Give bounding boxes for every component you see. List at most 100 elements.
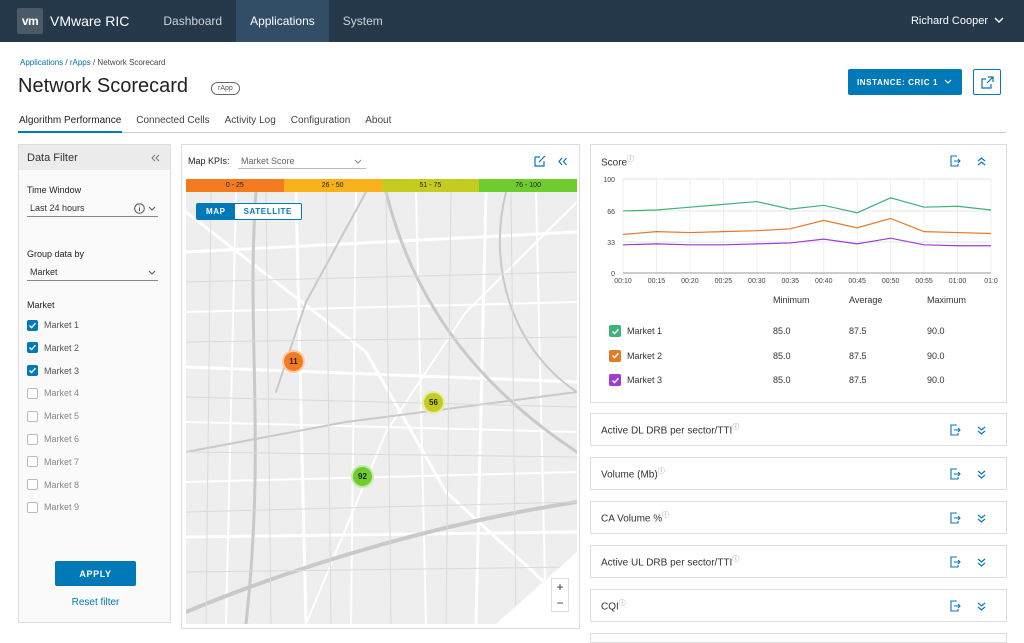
checkmark-icon xyxy=(611,377,619,384)
zoom-control: + − xyxy=(551,578,569,612)
score-actions xyxy=(948,154,988,168)
map-view-button[interactable]: MAP xyxy=(197,204,235,219)
series-checkbox[interactable] xyxy=(609,374,621,386)
apply-button[interactable]: APPLY xyxy=(55,561,136,586)
export-button[interactable] xyxy=(948,154,962,168)
open-external-button[interactable] xyxy=(973,69,1001,95)
checkbox-unchecked[interactable] xyxy=(27,410,38,422)
map-cluster-marker[interactable]: 56 xyxy=(422,391,445,414)
export-button[interactable] xyxy=(948,511,962,525)
x-tick-label: 00:55 xyxy=(915,278,933,285)
zoom-in-button[interactable]: + xyxy=(556,580,564,594)
tab-configuration[interactable]: Configuration xyxy=(290,115,351,126)
breadcrumb-separator: / xyxy=(92,58,98,67)
page-title: Network Scorecard xyxy=(18,75,189,97)
kpi-panel-header[interactable]: CA Volume %ⓘ xyxy=(590,501,1007,534)
max-value: 90.0 xyxy=(927,375,945,385)
market-checkbox-row[interactable]: Market 9 xyxy=(27,500,79,514)
expand-button[interactable] xyxy=(974,599,988,613)
market-checkbox-row[interactable]: Market 8 xyxy=(27,478,79,492)
edit-icon[interactable] xyxy=(534,155,546,167)
kpi-panel-header[interactable]: Active DL DRB per sector/TTIⓘ xyxy=(590,413,1007,446)
export-button[interactable] xyxy=(948,423,962,437)
tab-algorithm-performance[interactable]: Algorithm Performance xyxy=(18,113,123,133)
nav-dashboard[interactable]: Dashboard xyxy=(163,14,223,28)
nav-system[interactable]: System xyxy=(342,14,383,28)
score-title-text: Score xyxy=(601,157,628,169)
market-checkbox-row[interactable]: Market 7 xyxy=(27,455,79,469)
export-button[interactable] xyxy=(948,555,962,569)
kpi-actions xyxy=(948,599,988,613)
market-label: Market 4 xyxy=(44,388,80,399)
min-value: 85.0 xyxy=(773,326,791,336)
kpi-panel-header[interactable]: Volume (Mb)ⓘ xyxy=(590,457,1007,490)
chevron-down-icon xyxy=(354,159,362,164)
tab-about[interactable]: About xyxy=(365,115,392,126)
kpi-panel-header[interactable]: CQIⓘ xyxy=(590,589,1007,622)
checkbox-unchecked[interactable] xyxy=(27,387,38,399)
tab-connected-cells[interactable]: Connected Cells xyxy=(136,115,210,126)
breadcrumb-rapps[interactable]: rApps xyxy=(69,58,91,67)
group-by-select[interactable]: Market xyxy=(27,264,158,281)
market-checkbox-row[interactable]: Market 1 xyxy=(27,318,79,332)
nav-applications[interactable]: Applications xyxy=(236,0,329,42)
export-button[interactable] xyxy=(948,467,962,481)
kpi-panel-header[interactable]: Active UL DRB per sector/TTIⓘ xyxy=(590,545,1007,578)
expand-button[interactable] xyxy=(974,467,988,481)
checkbox-unchecked[interactable] xyxy=(27,479,38,491)
satellite-view-button[interactable]: SATELLITE xyxy=(243,207,292,216)
breadcrumb-applications[interactable]: Applications xyxy=(20,58,64,67)
kpi-title-text: CA Volume % xyxy=(601,513,663,525)
map-cluster-marker[interactable]: 11 xyxy=(282,350,305,373)
checkbox-checked[interactable] xyxy=(27,319,38,331)
chevron-down-icon xyxy=(944,79,952,84)
map-canvas[interactable]: MAP SATELLITE 11 56 92 + − xyxy=(186,192,577,624)
series-line xyxy=(622,197,992,214)
market-label: Market 5 xyxy=(44,411,80,422)
kpi-actions xyxy=(948,555,988,569)
market-checkbox-row[interactable]: Market 3 xyxy=(27,364,79,378)
kpi-title-text: CQI xyxy=(601,601,619,613)
expand-button[interactable] xyxy=(974,511,988,525)
map-kpi-label: Map KPIs: xyxy=(188,156,230,166)
collapse-button[interactable] xyxy=(974,154,988,168)
market-checkbox-row[interactable]: Market 2 xyxy=(27,341,79,355)
kpi-panel-header[interactable] xyxy=(590,633,1007,643)
checkbox-unchecked[interactable] xyxy=(27,456,38,468)
map-kpi-select[interactable]: Market Score xyxy=(238,153,366,169)
export-icon xyxy=(950,556,961,568)
expand-button[interactable] xyxy=(974,555,988,569)
max-value: 90.0 xyxy=(927,350,945,361)
kpi-title: CA Volume %ⓘ xyxy=(601,510,669,524)
time-window-value: Last 24 hours xyxy=(30,203,85,213)
market-checkbox-row[interactable]: Market 6 xyxy=(27,432,79,446)
export-icon xyxy=(950,512,961,524)
collapse-left-icon[interactable] xyxy=(557,156,568,167)
user-menu[interactable]: Richard Cooper xyxy=(911,0,1004,42)
info-icon: ⓘ xyxy=(657,468,665,476)
zoom-out-button[interactable]: − xyxy=(556,596,564,610)
y-tick-label: 100 xyxy=(603,177,615,184)
collapse-left-icon[interactable] xyxy=(150,153,160,163)
checkbox-checked[interactable] xyxy=(27,365,38,377)
info-icon: ⓘ xyxy=(662,512,670,520)
checkbox-unchecked[interactable] xyxy=(27,433,38,445)
series-checkbox[interactable] xyxy=(609,349,621,362)
data-filter-header: Data Filter xyxy=(19,145,170,170)
instance-dropdown-button[interactable]: INSTANCE: CRIC 1 xyxy=(848,69,962,95)
export-button[interactable] xyxy=(948,599,962,613)
expand-button[interactable] xyxy=(974,423,988,437)
series-checkbox[interactable] xyxy=(609,325,621,337)
time-window-select[interactable]: Last 24 hours xyxy=(27,200,158,217)
tab-activity-log[interactable]: Activity Log xyxy=(224,115,276,126)
chevron-double-down-icon xyxy=(977,558,985,567)
checkbox-unchecked[interactable] xyxy=(27,501,38,513)
reset-filter-link[interactable]: Reset filter xyxy=(71,597,120,608)
market-checkbox-row[interactable]: Market 5 xyxy=(27,409,79,423)
street-map xyxy=(186,192,577,624)
kpi-actions xyxy=(948,511,988,525)
market-checkbox-row[interactable]: Market 4 xyxy=(27,386,79,400)
header-maximum: Maximum xyxy=(927,295,967,305)
map-cluster-marker[interactable]: 92 xyxy=(351,465,374,488)
checkbox-checked[interactable] xyxy=(27,342,38,354)
